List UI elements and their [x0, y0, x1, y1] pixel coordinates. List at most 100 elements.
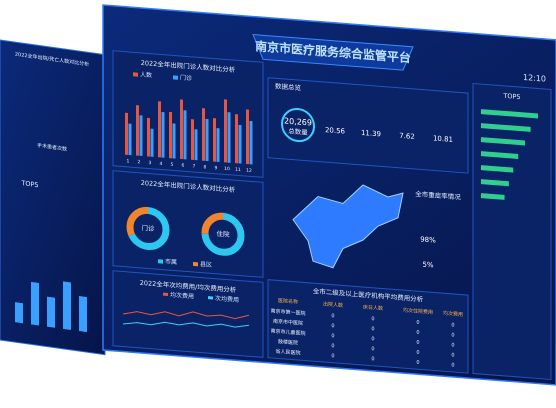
- ring: [281, 107, 315, 143]
- line: [122, 311, 250, 320]
- label: 全市重症率情况: [415, 189, 461, 202]
- bar: [63, 281, 71, 330]
- label: 0: [331, 353, 334, 359]
- bar: [249, 120, 253, 165]
- bar: [136, 105, 139, 156]
- bar: [150, 128, 154, 157]
- label: 20,269: [284, 116, 312, 127]
- legend-swatch: [163, 292, 168, 297]
- legend-swatch: [208, 296, 213, 300]
- label: 0: [416, 330, 419, 336]
- label: 门诊: [142, 223, 155, 233]
- label: 0: [331, 313, 334, 319]
- label: 0: [371, 316, 374, 322]
- bar: [481, 151, 519, 159]
- label: 总数量: [288, 126, 308, 137]
- bar: [481, 165, 514, 173]
- label: TOP5: [502, 92, 520, 101]
- label: 均次住院费用: [403, 307, 433, 316]
- label: 0: [416, 340, 419, 346]
- legend-label: 人数: [140, 70, 152, 79]
- label: 11.39: [361, 128, 381, 139]
- label: 10.81: [433, 133, 453, 144]
- label: 0: [331, 323, 334, 329]
- label: 0: [451, 322, 454, 328]
- label: 0: [416, 320, 419, 326]
- legend-swatch: [158, 259, 163, 264]
- label: 4: [160, 161, 163, 167]
- label: 7.62: [399, 131, 415, 141]
- label: 省人民医院: [276, 348, 301, 357]
- bar: [205, 118, 209, 162]
- legend-swatch: [133, 72, 138, 77]
- label: 0: [371, 346, 374, 352]
- bar: [481, 137, 526, 146]
- bar: [191, 119, 194, 161]
- label: 0: [416, 350, 419, 356]
- label: 医院名称: [278, 297, 298, 306]
- label: 0: [371, 336, 374, 342]
- bar: [238, 124, 242, 164]
- bar: [481, 109, 539, 119]
- bar: [128, 123, 132, 156]
- donut-segment: [201, 212, 245, 256]
- label: 98%: [420, 234, 436, 244]
- label: 0: [451, 362, 454, 368]
- label: 均次费用: [170, 291, 194, 301]
- label: 床日人数: [363, 304, 383, 313]
- label: 南京市第一医院: [271, 307, 306, 317]
- bar: [194, 129, 198, 161]
- line: [122, 321, 250, 328]
- label: 7: [193, 163, 196, 169]
- bar: [224, 99, 227, 163]
- bar: [172, 123, 176, 159]
- label: 11: [235, 167, 241, 173]
- label: 5%: [422, 260, 433, 270]
- donut-segment: [126, 206, 170, 251]
- label: 0: [416, 360, 419, 366]
- bar: [213, 118, 216, 162]
- panel: [267, 77, 469, 174]
- bar: [15, 302, 23, 324]
- label: 0: [371, 326, 374, 332]
- label: 鼓楼医院: [278, 338, 298, 347]
- label: 0: [451, 352, 454, 358]
- header-frame: [252, 33, 414, 71]
- label: 手术患者次数: [37, 142, 67, 153]
- label: 5: [171, 162, 174, 168]
- label: 8: [204, 164, 207, 170]
- label: 1: [127, 158, 130, 164]
- panel: [472, 82, 552, 381]
- bar: [147, 117, 150, 157]
- bar: [139, 115, 143, 157]
- bar: [216, 128, 220, 162]
- bar: [158, 101, 161, 158]
- bar: [180, 99, 183, 160]
- label: 12:10: [523, 73, 546, 84]
- legend-swatch: [173, 75, 178, 80]
- legend-swatch: [193, 261, 198, 267]
- bar: [183, 110, 187, 160]
- label: 市属: [165, 257, 177, 266]
- label: 0: [451, 332, 454, 338]
- bar: [125, 112, 128, 155]
- bar: [31, 281, 39, 326]
- panel: [112, 270, 264, 358]
- label: 0: [331, 333, 334, 339]
- bar: [481, 123, 531, 132]
- bar: [481, 179, 509, 187]
- label: 均次费用: [443, 310, 463, 319]
- label: 10: [224, 166, 230, 172]
- bar: [202, 108, 205, 161]
- label: 次均费用: [215, 294, 239, 304]
- label: 0: [331, 343, 334, 349]
- label: TOP5: [20, 179, 38, 189]
- label: 南京市中医院: [273, 318, 303, 327]
- label: 2: [138, 159, 141, 165]
- label: 12: [246, 168, 252, 174]
- label: 数据总览: [275, 81, 301, 92]
- label: 住院: [217, 229, 230, 239]
